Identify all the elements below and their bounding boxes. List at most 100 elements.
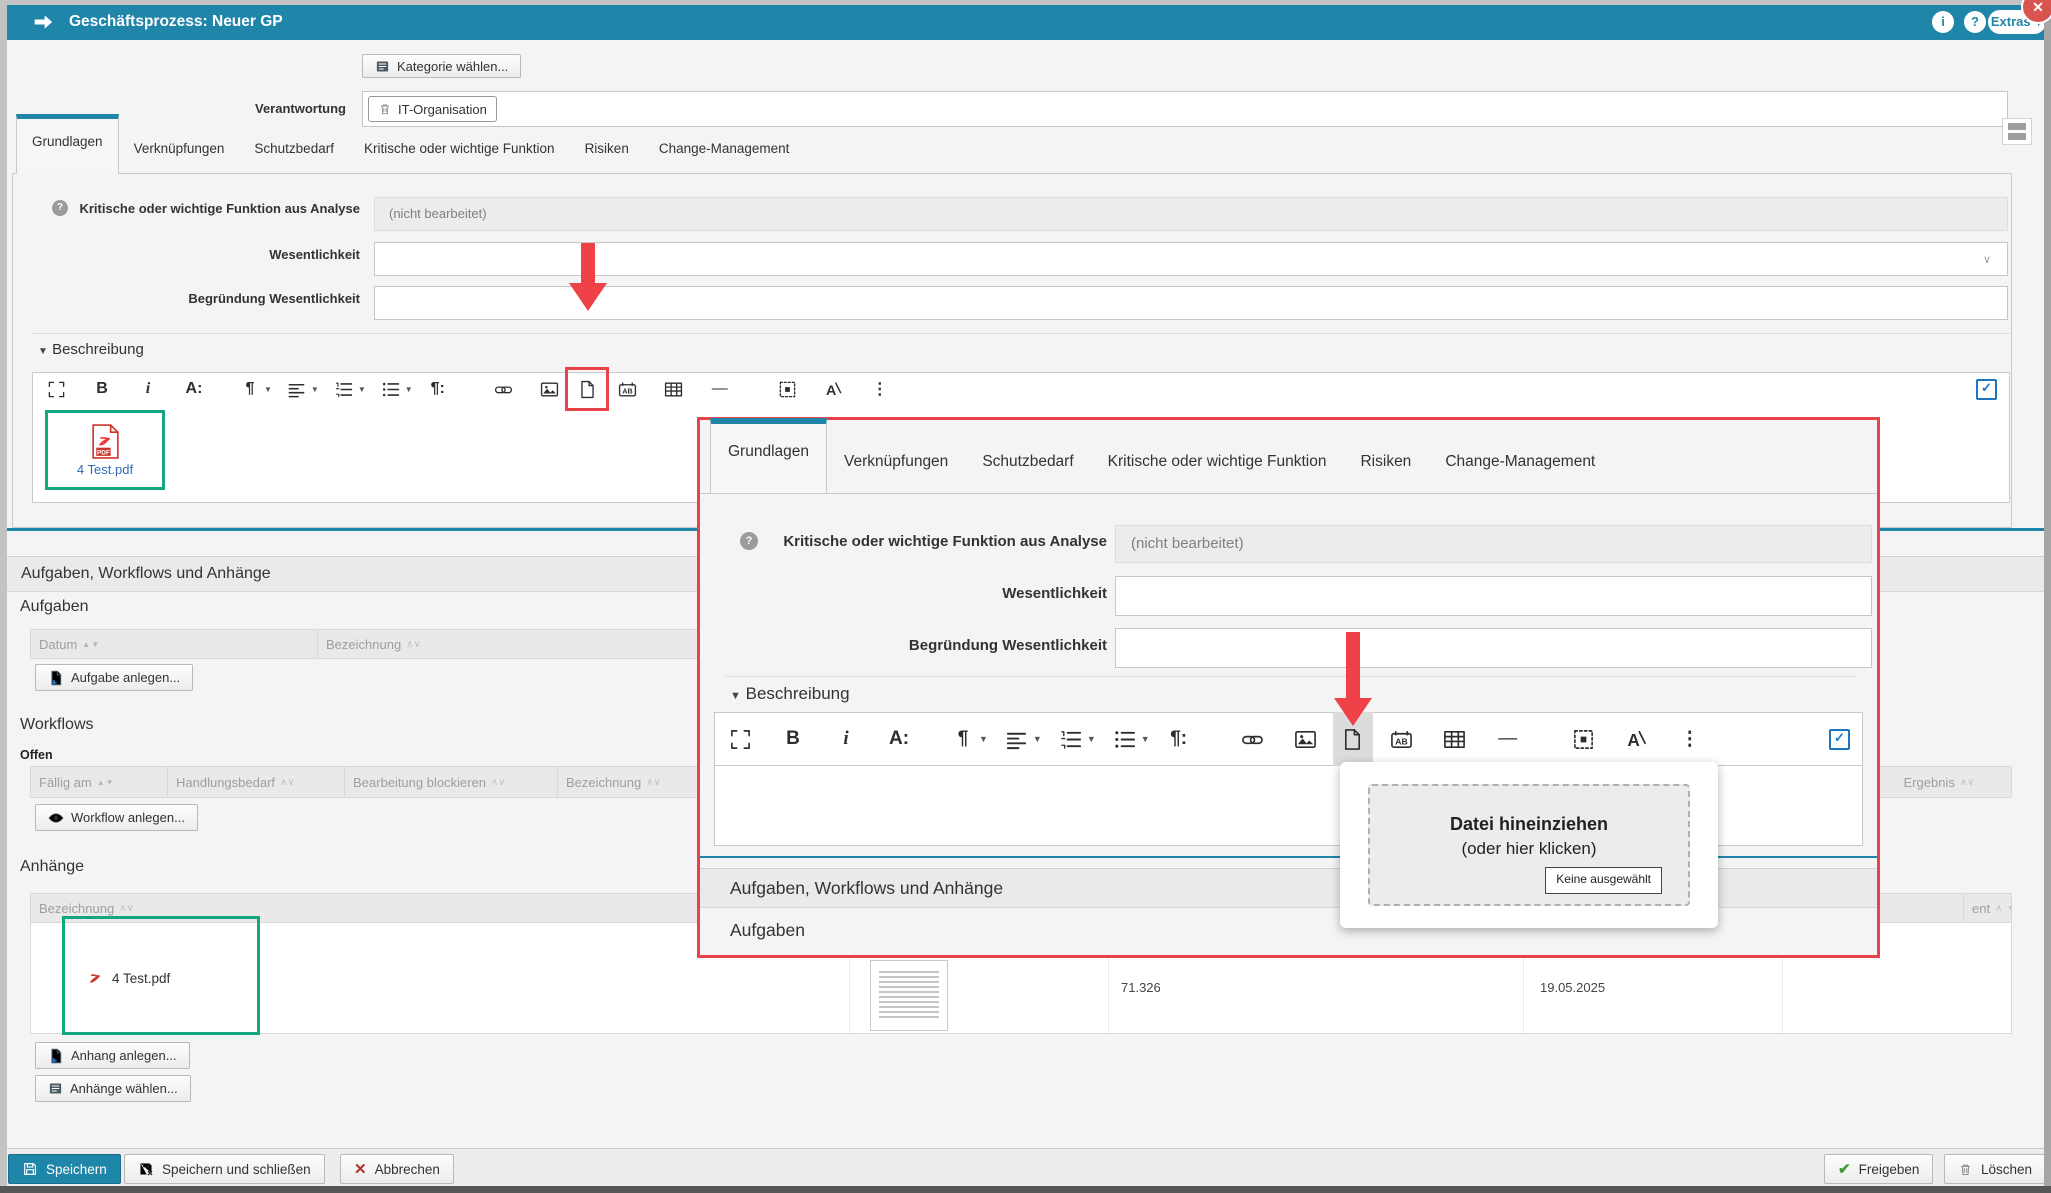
loeschen-button[interactable]: Löschen xyxy=(1944,1154,2047,1184)
column-header-bearbeitung-blockieren[interactable]: Bearbeitung blockieren ∧∨ xyxy=(345,767,558,797)
anhang-anlegen-button[interactable]: Anhang anlegen... xyxy=(35,1042,190,1069)
align-icon[interactable] xyxy=(286,380,308,399)
view-toggle-button[interactable] xyxy=(2002,118,2032,145)
insert-document-icon[interactable] xyxy=(564,242,609,411)
tab-verknuepfungen[interactable]: Verknüpfungen xyxy=(133,141,225,156)
more-options-icon[interactable]: ⋮ xyxy=(1680,728,1700,750)
beschreibung-header[interactable]: ▼ Beschreibung xyxy=(730,684,850,704)
document-thumbnail[interactable] xyxy=(870,960,948,1031)
paragraph-marks-icon[interactable]: ¶: xyxy=(1170,728,1188,749)
begruendung-input[interactable] xyxy=(1115,628,1872,668)
column-header-hidden[interactable] xyxy=(1851,894,1964,922)
trash-icon xyxy=(1958,1162,1973,1177)
column-header-handlungsbedarf[interactable]: Handlungsbedarf ∧∨ xyxy=(168,767,345,797)
abbrechen-button[interactable]: ✕ Abbrechen xyxy=(340,1154,454,1184)
tab-kritische-funktion[interactable]: Kritische oder wichtige Funktion xyxy=(1107,453,1327,470)
table-icon[interactable] xyxy=(1442,728,1468,751)
field-help-icon[interactable]: ? xyxy=(52,200,68,216)
column-header-faellig-am[interactable]: Fällig am ▲▼ xyxy=(31,767,168,797)
link-icon[interactable] xyxy=(493,380,515,399)
ordered-list-icon[interactable] xyxy=(333,380,355,399)
freigeben-button[interactable]: ✔ Freigeben xyxy=(1824,1154,1934,1184)
tab-schutzbedarf[interactable]: Schutzbedarf xyxy=(254,141,334,156)
tab-verknuepfungen[interactable]: Verknüpfungen xyxy=(844,453,949,470)
file-dropzone[interactable]: Datei hineinziehen (oder hier klicken) K… xyxy=(1368,784,1690,906)
column-header-partial[interactable]: ent ∧ ▼ xyxy=(1964,894,2011,922)
chevron-down-icon[interactable]: ▼ xyxy=(310,384,319,394)
tab-risiken[interactable]: Risiken xyxy=(1360,453,1412,470)
more-options-icon[interactable]: ⋮ xyxy=(871,381,888,398)
beschreibung-header[interactable]: ▼ Beschreibung xyxy=(38,341,144,358)
clear-formatting-icon[interactable] xyxy=(1624,728,1650,751)
select-cells-icon[interactable] xyxy=(1571,728,1597,751)
attachment-name-cell[interactable]: 4 Test.pdf xyxy=(31,923,850,1033)
chevron-down-icon[interactable]: ▼ xyxy=(979,734,988,744)
verantwortung-field[interactable]: IT-Organisation xyxy=(362,91,2008,127)
italic-icon[interactable]: i xyxy=(145,380,151,397)
editor-checkbox[interactable]: ✓ xyxy=(1829,728,1850,750)
horizontal-rule-icon[interactable]: — xyxy=(1498,728,1518,749)
editor-checkbox[interactable]: ✓ xyxy=(1976,378,1997,400)
table-icon[interactable] xyxy=(663,380,685,399)
anhaenge-waehlen-button[interactable]: Anhänge wählen... xyxy=(35,1075,191,1102)
font-size-icon[interactable]: A: xyxy=(185,380,203,397)
bold-icon[interactable]: B xyxy=(786,728,800,749)
speichern-button[interactable]: Speichern xyxy=(8,1154,121,1184)
chevron-down-icon[interactable]: ▼ xyxy=(264,384,272,394)
aufgabe-anlegen-button[interactable]: Aufgabe anlegen... xyxy=(35,664,194,691)
chevron-down-icon[interactable]: ▼ xyxy=(404,384,413,394)
tab-change-management[interactable]: Change-Management xyxy=(1445,453,1596,470)
bold-icon[interactable]: B xyxy=(96,380,108,397)
attachment-name[interactable]: 4 Test.pdf xyxy=(112,970,171,986)
attachment-link[interactable]: 4 Test.pdf xyxy=(76,461,134,477)
paragraph-format-icon[interactable]: ¶ xyxy=(245,380,255,397)
image-icon[interactable] xyxy=(539,380,561,399)
help-icon[interactable]: ? xyxy=(1964,11,1986,33)
ordered-list-icon[interactable] xyxy=(1058,728,1084,751)
tab-kritische-funktion[interactable]: Kritische oder wichtige Funktion xyxy=(363,141,555,156)
file-select-button[interactable]: Keine ausgewählt xyxy=(1545,867,1662,894)
trash-icon[interactable] xyxy=(378,102,392,116)
insert-document-icon[interactable] xyxy=(1332,632,1373,766)
tab-grundlagen[interactable]: Grundlagen xyxy=(710,418,828,493)
font-size-icon[interactable]: A: xyxy=(888,728,910,749)
info-icon[interactable]: i xyxy=(1932,11,1954,33)
paragraph-marks-icon[interactable]: ¶: xyxy=(430,380,445,397)
abbreviation-icon[interactable] xyxy=(1389,728,1415,751)
begruendung-input[interactable] xyxy=(374,286,2008,320)
unordered-list-icon[interactable] xyxy=(380,380,402,399)
italic-icon[interactable]: i xyxy=(843,728,849,749)
column-header-ergebnis[interactable]: Ergebnis ∧∨ xyxy=(1866,767,2011,797)
fullscreen-icon[interactable] xyxy=(727,728,753,751)
link-icon[interactable] xyxy=(1240,728,1266,751)
chevron-down-icon[interactable]: ▼ xyxy=(1140,734,1150,744)
horizontal-rule-icon[interactable]: — xyxy=(711,380,728,397)
abbreviation-icon[interactable] xyxy=(617,380,639,399)
verantwortung-tag[interactable]: IT-Organisation xyxy=(368,96,497,122)
fullscreen-icon[interactable] xyxy=(45,380,67,399)
image-icon[interactable] xyxy=(1293,728,1319,751)
wesentlichkeit-select[interactable]: ∨ xyxy=(374,242,2008,276)
attachment-size-cell: 71.326 xyxy=(1109,923,1524,1033)
chevron-down-icon[interactable]: ▼ xyxy=(357,384,366,394)
tab-grundlagen[interactable]: Grundlagen xyxy=(16,114,119,174)
clear-formatting-icon[interactable] xyxy=(823,380,845,399)
chevron-down-icon[interactable]: ▼ xyxy=(1032,734,1042,744)
field-help-icon[interactable]: ? xyxy=(740,532,758,550)
pdf-icon[interactable] xyxy=(92,424,119,459)
tab-schutzbedarf[interactable]: Schutzbedarf xyxy=(982,453,1074,470)
unordered-list-icon[interactable] xyxy=(1112,728,1138,751)
select-cells-icon[interactable] xyxy=(777,380,799,399)
kritische-funktion-field: (nicht bearbeitet) xyxy=(1115,525,1872,563)
wesentlichkeit-select[interactable] xyxy=(1115,576,1872,616)
column-header-datum[interactable]: Datum ▲▼ xyxy=(31,630,318,658)
tab-change-management[interactable]: Change-Management xyxy=(658,141,790,156)
align-icon[interactable] xyxy=(1004,728,1030,751)
kategorie-waehlen-button[interactable]: Kategorie wählen... xyxy=(362,54,522,78)
paragraph-format-icon[interactable]: ¶ xyxy=(957,728,969,749)
speichern-und-schliessen-button[interactable]: Speichern und schließen xyxy=(124,1154,325,1184)
column-header-bezeichnung[interactable]: Bezeichnung ∧∨ xyxy=(318,630,1244,658)
chevron-down-icon[interactable]: ▼ xyxy=(1086,734,1096,744)
workflow-anlegen-button[interactable]: Workflow anlegen... xyxy=(35,804,198,831)
tab-risiken[interactable]: Risiken xyxy=(584,141,629,156)
